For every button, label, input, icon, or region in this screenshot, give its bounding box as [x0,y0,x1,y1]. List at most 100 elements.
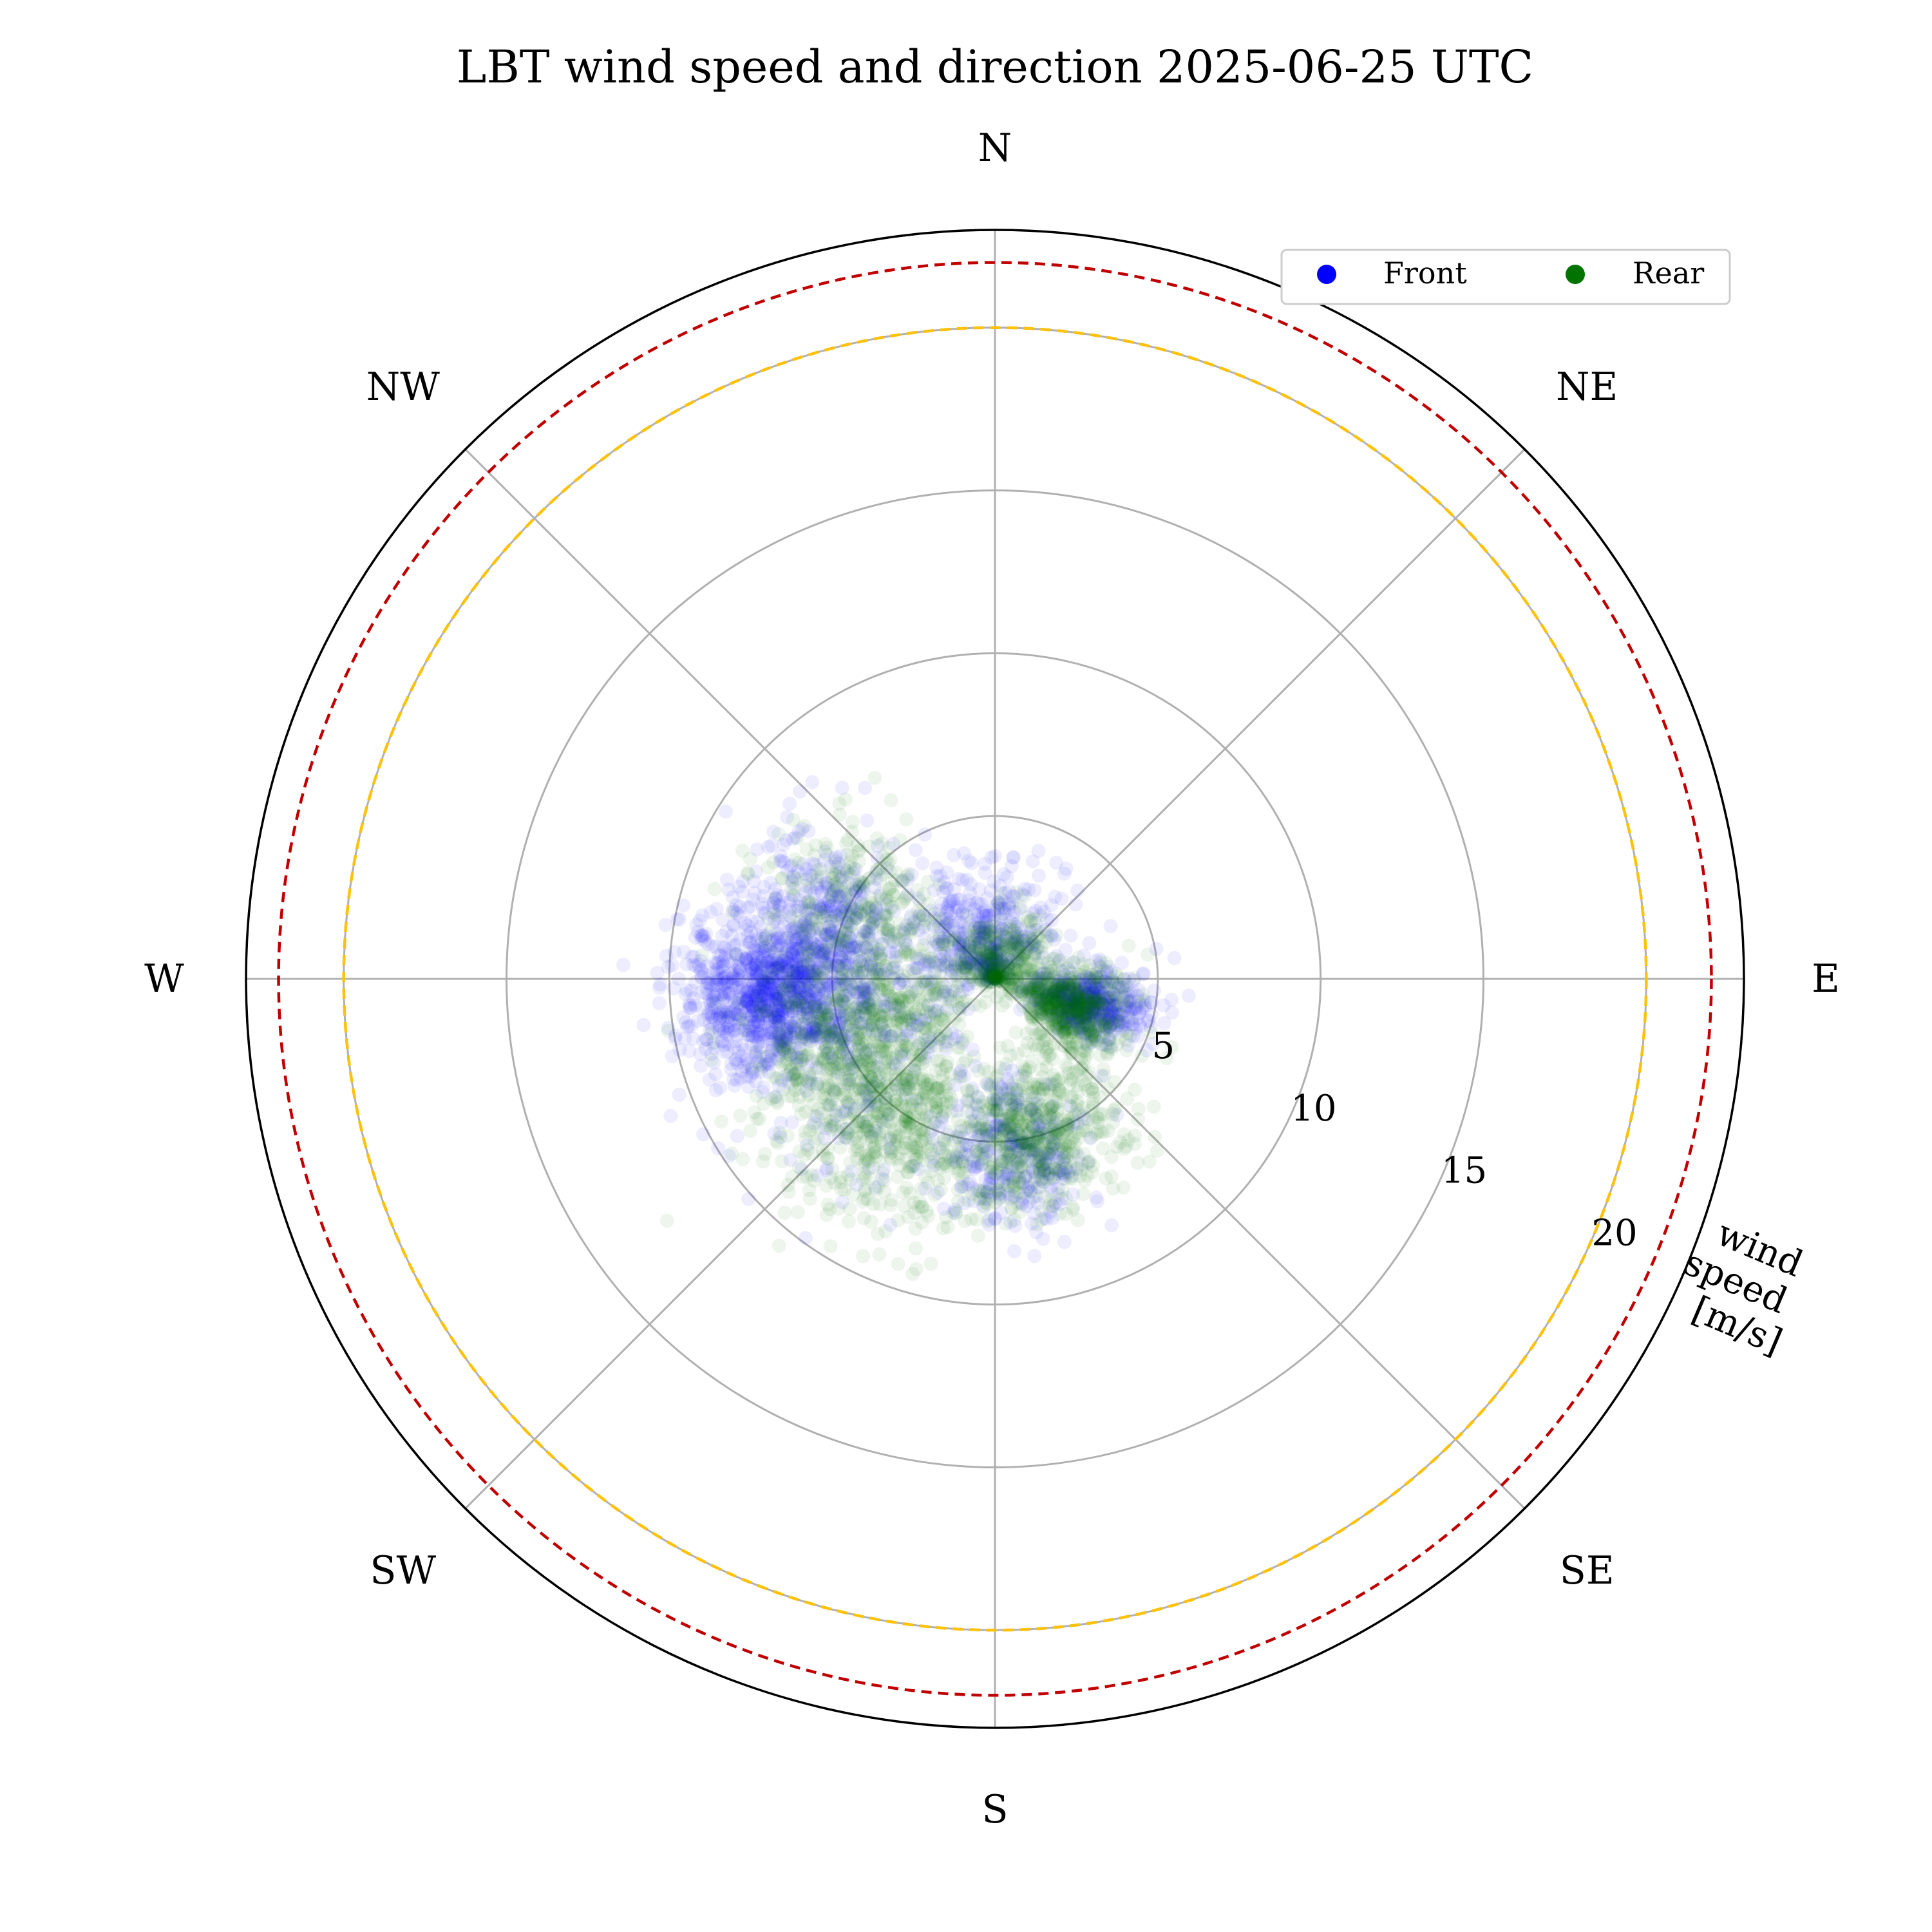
data-point [839,978,854,993]
data-point [960,873,974,887]
data-point [837,899,852,913]
data-point [959,963,974,978]
data-point [811,1010,826,1025]
data-point [971,970,986,985]
data-point [933,958,947,973]
data-point [810,1021,824,1036]
data-point [730,1007,744,1021]
grid-spoke-NW [464,448,996,980]
data-point [827,905,842,920]
data-point [1014,922,1028,936]
data-point [753,997,768,1012]
data-point [837,958,852,972]
data-point [822,894,837,909]
data-point [802,1088,817,1103]
data-point [833,872,848,887]
data-point [775,889,790,904]
data-point [754,972,769,987]
data-point [807,993,822,1008]
data-point [780,1001,795,1016]
data-point [780,963,795,978]
data-point [846,981,860,996]
data-point [804,975,819,990]
data-point [798,912,812,927]
data-point [748,1074,763,1089]
data-point [1148,1130,1162,1144]
data-point [996,957,1010,972]
data-point [914,1047,929,1062]
data-point [835,1011,849,1026]
data-point [1001,884,1016,898]
data-point [781,895,795,910]
data-point [779,1030,794,1045]
data-point [828,852,842,867]
data-point [768,1009,783,1024]
data-point [837,1032,852,1047]
data-point [800,1059,815,1074]
data-point [791,1160,806,1175]
data-point [768,882,782,896]
data-point [709,987,724,1002]
data-point [724,1007,739,1022]
data-point [741,995,755,1010]
data-point [733,932,748,947]
data-point [871,1106,886,1121]
data-point [757,905,772,920]
data-point [731,968,745,983]
data-point [813,945,828,960]
data-point [765,953,780,968]
data-point [814,886,829,900]
data-point [1070,883,1085,898]
data-point [707,1035,722,1050]
data-point [801,824,816,838]
data-point [771,973,786,988]
data-point [1007,934,1022,949]
data-point [783,909,798,923]
data-point [726,969,741,983]
data-point [810,939,825,953]
data-point [790,966,804,981]
data-point [843,950,858,965]
data-point [810,995,824,1010]
data-point [869,871,884,886]
data-point [939,1210,953,1225]
data-point [836,1087,851,1102]
data-point [998,1217,1013,1231]
data-point [762,987,777,1002]
data-point [790,983,804,998]
data-point [828,980,843,994]
data-point [889,944,904,959]
data-point [822,1023,837,1037]
data-point [1031,844,1046,858]
data-point [734,1048,749,1063]
data-point [741,1028,755,1043]
data-point [726,918,741,933]
data-point [846,950,860,965]
data-point [895,1075,909,1090]
data-point [791,1010,806,1025]
data-point [759,980,774,995]
data-point [980,957,994,972]
data-point [793,986,808,1001]
data-point [772,898,786,913]
data-point [869,901,884,916]
data-point [756,889,771,904]
data-point [715,960,730,974]
data-point [776,965,791,980]
data-point [713,1010,728,1025]
data-point [817,1001,831,1016]
series-front [616,775,1196,1264]
data-point [1032,868,1046,883]
data-point [769,990,784,1005]
data-point [788,985,803,999]
data-point [779,1021,794,1036]
data-point [668,1032,683,1046]
data-point [878,1224,893,1238]
data-point [653,977,668,992]
data-point [997,971,1012,985]
data-point [848,940,862,954]
data-point [958,945,972,960]
data-point [796,857,811,871]
data-point [892,1062,907,1077]
data-point [670,912,685,927]
